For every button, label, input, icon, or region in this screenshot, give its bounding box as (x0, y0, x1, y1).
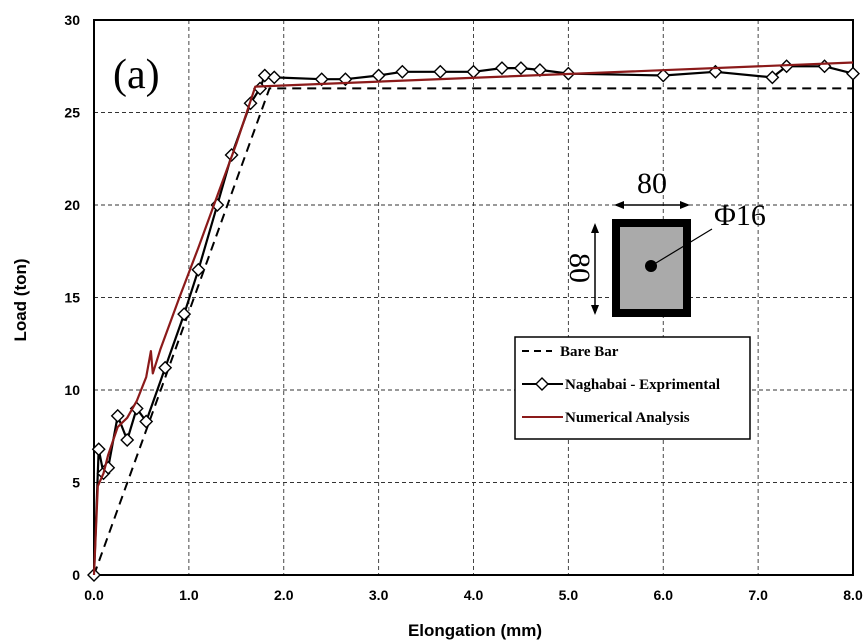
y-tick-label: 10 (64, 382, 80, 398)
data-point-diamond (433, 64, 448, 79)
x-tick-label: 4.0 (464, 587, 484, 603)
x-axis-title: Elongation (mm) (408, 621, 542, 640)
legend-diamond-marker-icon (535, 377, 549, 391)
y-tick-label: 5 (72, 475, 80, 491)
legend: Bare Bar Naghabai - Exprimental Numerica… (514, 336, 751, 440)
panel-label: (a) (113, 52, 160, 98)
data-point-diamond (656, 68, 671, 83)
data-point-diamond (466, 64, 481, 79)
width-label: 80 (637, 167, 667, 200)
series-line-numerical-analysis (92, 61, 854, 576)
series-layer (87, 59, 860, 582)
x-tick-label: 5.0 (559, 587, 579, 603)
legend-label-bare-bar: Bare Bar (560, 344, 619, 360)
y-tick-label: 25 (64, 105, 80, 121)
y-tick-label: 15 (64, 290, 80, 306)
data-point-diamond (120, 432, 135, 447)
plot-frame (93, 19, 854, 576)
data-point-diamond (314, 72, 329, 87)
grid-layer (94, 20, 853, 575)
cross-section-inset: 80 80 Φ16 (563, 167, 766, 317)
data-point-diamond (846, 66, 860, 81)
tick-layer: 0.0 1.0 2.0 3.0 4.0 5.0 6.0 7.0 8.0 0 5 10 15 20 25 30 (64, 12, 863, 603)
legend-label-numerical: Numerical Analysis (565, 410, 690, 426)
data-point-diamond (110, 408, 125, 423)
data-point-diamond (395, 64, 410, 79)
x-tick-label: 6.0 (654, 587, 674, 603)
data-point-diamond (494, 61, 509, 76)
height-arrow-top-icon (591, 223, 599, 233)
x-tick-label: 2.0 (274, 587, 294, 603)
x-tick-label: 7.0 (748, 587, 768, 603)
data-point-diamond (191, 262, 206, 277)
data-point-diamond (257, 68, 272, 83)
x-tick-label: 0.0 (84, 587, 104, 603)
width-arrow-left-icon (614, 201, 624, 209)
width-arrow-right-icon (680, 201, 690, 209)
data-point-diamond (158, 360, 173, 375)
height-label: 80 (563, 253, 596, 283)
data-point-diamond (513, 61, 528, 76)
x-tick-label: 1.0 (179, 587, 199, 603)
legend-box (514, 336, 751, 440)
data-point-diamond (765, 70, 780, 85)
rebar-leader-line (650, 228, 713, 267)
data-point-diamond (177, 307, 192, 322)
data-point-diamond (91, 442, 106, 457)
data-point-diamond (139, 414, 154, 429)
series-line-bare-bar (93, 87, 853, 576)
x-tick-label: 8.0 (843, 587, 863, 603)
y-tick-label: 30 (64, 12, 80, 28)
x-tick-label: 3.0 (369, 587, 389, 603)
data-point-diamond (817, 59, 832, 74)
bar-diameter-label: Φ16 (714, 199, 766, 232)
y-tick-label: 0 (72, 567, 80, 583)
y-tick-label: 20 (64, 197, 80, 213)
data-point-diamond (267, 70, 282, 85)
legend-label-experimental: Naghabai - Exprimental (565, 377, 720, 393)
data-point-diamond (371, 68, 386, 83)
y-axis-title: Load (ton) (11, 258, 30, 341)
height-arrow-bottom-icon (591, 305, 599, 315)
